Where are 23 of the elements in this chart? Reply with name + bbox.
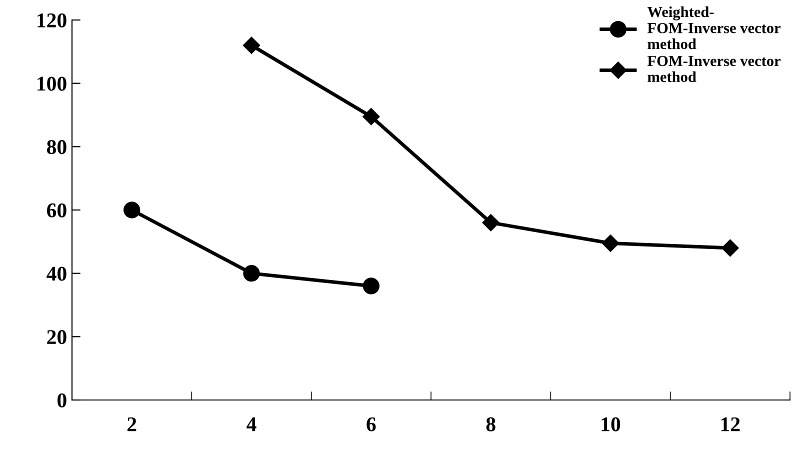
x-tick-label: 6 [366,417,376,432]
y-tick-label: 60 [47,203,66,218]
point [482,214,500,232]
point [722,239,739,257]
point [602,234,620,252]
point [242,36,260,54]
point [362,278,380,294]
x-tick-label: 2 [128,417,136,432]
legend-label: FOM-Inverse vector method [647,56,780,82]
x-tick-label: 12 [721,417,740,432]
y-tick-label: 20 [47,330,66,344]
y-tick-label: 40 [46,266,66,281]
legend-label: Weighted- FOM-Inverse vector method [647,6,780,50]
y-tick-label: 0 [58,393,66,408]
point [124,202,140,218]
x-tick-label: 8 [486,417,496,432]
x-tick-label: 4 [246,417,256,432]
y-tick-label: 120 [38,13,66,28]
point [362,108,380,126]
y-tick-label: 100 [38,76,66,91]
x-tick-label: 10 [602,417,620,432]
y-tick-label: 80 [47,140,66,154]
point [243,265,260,282]
